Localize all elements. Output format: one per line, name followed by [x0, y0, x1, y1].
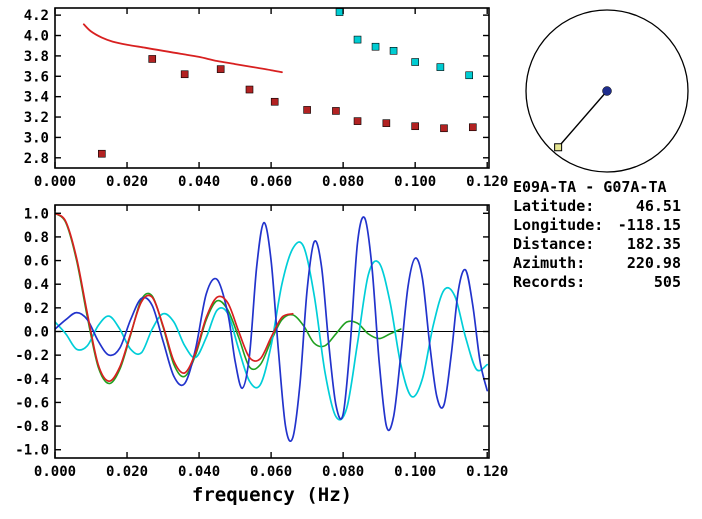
data-point-marker [382, 119, 391, 127]
series-curve-cyan [55, 241, 489, 421]
station-info-row: Distance: 182.35 [513, 235, 681, 254]
station-info-row: Records: 505 [513, 273, 681, 292]
remote-station-marker [554, 143, 563, 152]
x-tick-label: 0.020 [106, 174, 148, 190]
x-tick-label: 0.020 [106, 464, 148, 480]
x-tick-label: 0.080 [322, 174, 364, 190]
data-point-marker [468, 123, 477, 132]
data-point-marker [353, 117, 362, 125]
data-point-marker [180, 70, 189, 79]
data-point-marker [440, 124, 448, 133]
azimuth-value: 220.98 [626, 254, 681, 272]
y-tick-label: 3.2 [24, 110, 49, 126]
station-info-row: Latitude: 46.51 [513, 197, 681, 216]
waveform-panel-ticks [54, 205, 489, 458]
waveform-panel-tick-labels: 0.000 0.020 0.040 0.060 0.080 0.100 0.120 1.0 0.… [15, 206, 508, 480]
data-point-marker [303, 106, 311, 114]
y-tick-label: 3.4 [24, 90, 49, 106]
y-tick-label: 1.0 [24, 206, 49, 222]
y-tick-label: 0.8 [24, 230, 49, 246]
longitude-label: Longitude: [513, 216, 604, 234]
series-cyan-square-measurements [335, 8, 473, 80]
latitude-label: Latitude: [513, 197, 595, 215]
data-point-marker [411, 58, 419, 66]
x-tick-label: 0.040 [178, 174, 220, 190]
y-tick-label: -1.0 [15, 443, 49, 459]
azimuth-line [557, 90, 608, 148]
y-tick-label: 0.4 [24, 277, 49, 293]
y-tick-label: 3.0 [24, 130, 49, 146]
data-point-marker [332, 107, 340, 115]
y-tick-label: 4.2 [24, 8, 49, 24]
y-tick-label: 0.2 [24, 301, 49, 317]
station-info-row: Azimuth: 220.98 [513, 254, 681, 273]
data-point-marker [335, 8, 344, 16]
dispersion-panel-frame [54, 7, 490, 169]
data-point-marker [245, 85, 254, 94]
y-tick-label: -0.2 [15, 348, 49, 364]
x-tick-label: 0.080 [322, 464, 364, 480]
x-tick-label: 0.120 [466, 174, 508, 190]
y-tick-label: 2.8 [24, 151, 49, 167]
x-tick-label: 0.000 [34, 464, 76, 480]
latitude-value: 46.51 [635, 197, 681, 215]
dispersion-panel-tick-labels: 0.000 0.020 0.040 0.060 0.080 0.100 0.120 2.8 3.… [24, 8, 509, 190]
y-tick-label: 3.8 [24, 49, 49, 65]
longitude-value: -118.15 [617, 216, 681, 234]
series-curve-blue [55, 216, 489, 442]
x-tick-label: 0.060 [250, 174, 292, 190]
station-info-row: Longitude: -118.15 [513, 216, 681, 235]
center-station-dot [602, 86, 612, 96]
data-point-marker [98, 149, 106, 158]
records-label: Records: [513, 273, 586, 291]
data-point-marker [465, 71, 473, 80]
x-tick-label: 0.100 [394, 174, 436, 190]
data-point-marker [270, 97, 279, 106]
azimuth-circle [525, 9, 689, 173]
azimuth-label: Azimuth: [513, 254, 586, 272]
data-point-marker [216, 65, 225, 73]
y-tick-label: 0.0 [24, 325, 49, 341]
y-tick-label: 0.6 [24, 254, 49, 270]
x-tick-label: 0.040 [178, 464, 220, 480]
data-point-marker [371, 42, 380, 51]
x-axis-label: frequency (Hz) [192, 484, 352, 506]
x-tick-label: 0.100 [394, 464, 436, 480]
dispersion-panel-series-area [82, 8, 477, 158]
data-point-marker [353, 35, 362, 44]
data-point-marker [411, 122, 419, 131]
azimuth-diagram [525, 9, 689, 173]
x-tick-label: 0.120 [466, 464, 508, 480]
y-tick-label: 3.6 [24, 69, 49, 85]
series-red-square-measurements [98, 55, 477, 158]
records-value: 505 [653, 273, 681, 291]
data-point-marker [389, 47, 398, 55]
y-tick-label: -0.4 [15, 372, 49, 388]
station-info: E09A-TA - G07A-TA Latitude: 46.51 Longit… [513, 178, 681, 292]
y-tick-label: -0.6 [15, 395, 49, 411]
distance-value: 182.35 [626, 235, 681, 253]
y-tick-label: 4.0 [24, 29, 49, 45]
waveform-panel-series-area [55, 212, 489, 442]
series-curve-red [55, 212, 294, 383]
dispersion-panel-ticks [54, 8, 489, 168]
distance-label: Distance: [513, 235, 595, 253]
station-pair: E09A-TA - G07A-TA [513, 178, 667, 196]
x-tick-label: 0.060 [250, 464, 292, 480]
series-reference-curve [82, 23, 283, 74]
y-tick-label: -0.8 [15, 419, 49, 435]
x-tick-label: 0.000 [34, 174, 76, 190]
data-point-marker [148, 55, 157, 63]
data-point-marker [436, 63, 445, 71]
